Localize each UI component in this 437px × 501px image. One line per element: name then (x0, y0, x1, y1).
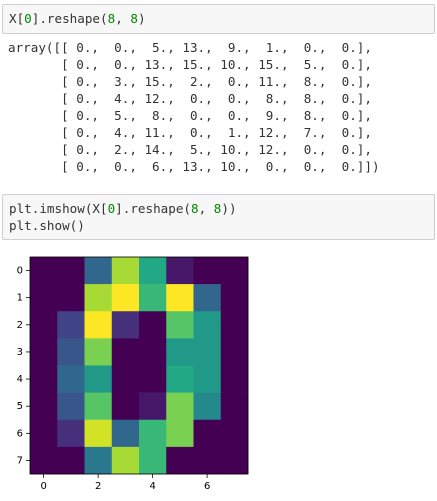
heatmap-cell (111, 338, 140, 366)
heatmap-cell (166, 257, 194, 285)
heatmap-cell (30, 257, 58, 285)
heatmap-cell (166, 446, 194, 475)
heatmap-cell (193, 311, 222, 339)
output-line: array([[ 0., 0., 5., 13., 9., 1., 0., 0.… (8, 40, 372, 55)
heatmap-cell (84, 311, 113, 339)
y-tick-label: 6 (17, 428, 23, 439)
heatmap-cell (220, 284, 249, 312)
heatmap-cell (30, 338, 58, 366)
heatmap-cell (220, 338, 249, 366)
y-tick-label: 3 (17, 347, 23, 358)
heatmap-cell (57, 392, 85, 421)
heatmap-cell (84, 392, 113, 421)
output-line: [ 0., 5., 8., 0., 0., 9., 8., 0.], (8, 108, 372, 123)
heatmap-cell (57, 338, 85, 366)
heatmap-cell (84, 446, 113, 475)
heatmap-cell (166, 338, 194, 366)
heatmap-cell (166, 419, 194, 448)
heatmap-cell (111, 311, 140, 339)
heatmap-cell (139, 392, 167, 421)
heatmap-cell (111, 419, 140, 448)
code-line: plt.show() (9, 218, 85, 233)
heatmap-cell (220, 365, 249, 393)
heatmap-cell (139, 284, 167, 312)
x-tick-label: 4 (149, 481, 155, 492)
heatmap-cell (220, 392, 249, 421)
input-cell[interactable]: plt.imshow(X[0].reshape(8, 8)) plt.show() (2, 194, 435, 240)
heatmap-cell (139, 257, 167, 285)
x-tick-label: 2 (95, 481, 101, 492)
heatmap-cell (220, 311, 249, 339)
heatmap-cell (166, 392, 194, 421)
output-line: [ 0., 2., 14., 5., 10., 12., 0., 0.], (8, 142, 372, 157)
output-line: [ 0., 3., 15., 2., 0., 11., 8., 0.], (8, 74, 372, 89)
chart: 0 2 4 6 0 1 2 3 4 5 6 7 (17, 256, 249, 492)
axes-frame (29, 256, 249, 475)
heatmap-cell (139, 311, 167, 339)
output-line: [ 0., 0., 13., 15., 10., 15., 5., 0.], (8, 57, 372, 72)
heatmap-cell (84, 338, 113, 366)
heatmap-cell (57, 284, 85, 312)
output-line: [ 0., 0., 6., 13., 10., 0., 0., 0.]]) (8, 159, 380, 174)
heatmap-cell (193, 419, 222, 448)
heatmap-cell (30, 311, 58, 339)
heatmap-cell (193, 392, 222, 421)
y-tick-label: 7 (17, 455, 23, 466)
heatmap-cell (84, 257, 113, 285)
heatmap-cell (193, 257, 222, 285)
heatmap-cell (193, 284, 222, 312)
x-tick-label: 6 (204, 481, 210, 492)
heatmap-cell (30, 419, 58, 448)
heatmap-cell (220, 446, 249, 475)
heatmap-cell (139, 365, 167, 393)
heatmap-cell (30, 392, 58, 421)
y-tick-label: 4 (17, 374, 23, 385)
heatmap-cell (30, 446, 58, 475)
output-cell: array([[ 0., 0., 5., 13., 9., 1., 0., 0.… (2, 39, 380, 175)
heatmap-cell (111, 257, 140, 285)
y-tick-label: 2 (17, 320, 23, 331)
heatmap-cell (57, 365, 85, 393)
heatmap-cell (193, 365, 222, 393)
heatmap-cell (166, 311, 194, 339)
heatmap-cell (84, 365, 113, 393)
heatmap-cell (193, 446, 222, 475)
heatmap-cell (57, 257, 85, 285)
heatmap-cell (30, 365, 58, 393)
heatmap-cell (111, 446, 140, 475)
x-tick-label: 0 (40, 481, 46, 492)
heatmap-cell (30, 284, 58, 312)
heatmap-cell (84, 419, 113, 448)
heatmap-cell (57, 311, 85, 339)
heatmap-cell (193, 338, 222, 366)
heatmap-cell (111, 392, 140, 421)
heatmap-cell (220, 419, 249, 448)
heatmap-cell (57, 419, 85, 448)
output-line: [ 0., 4., 11., 0., 1., 12., 7., 0.], (8, 125, 372, 140)
heatmap-cell (220, 257, 249, 285)
y-tick-label: 1 (17, 293, 23, 304)
heatmap-cell (111, 365, 140, 393)
output-line: [ 0., 4., 12., 0., 0., 8., 8., 0.], (8, 91, 372, 106)
code-line: plt.imshow(X[0].reshape(8, 8)) (9, 201, 237, 216)
code-line: X[0].reshape(8, 8) (9, 11, 146, 26)
heatmap-cell (57, 446, 85, 475)
heatmap-cell (139, 419, 167, 448)
y-tick-label: 0 (17, 266, 23, 277)
heatmap-cell (139, 446, 167, 475)
heatmap-cell (111, 284, 140, 312)
heatmap-cell (139, 338, 167, 366)
heatmap-cell (166, 365, 194, 393)
heatmap-cell (84, 284, 113, 312)
input-cell[interactable]: X[0].reshape(8, 8) (2, 4, 435, 34)
y-tick-label: 5 (17, 401, 23, 412)
heatmap-cell (166, 284, 194, 312)
